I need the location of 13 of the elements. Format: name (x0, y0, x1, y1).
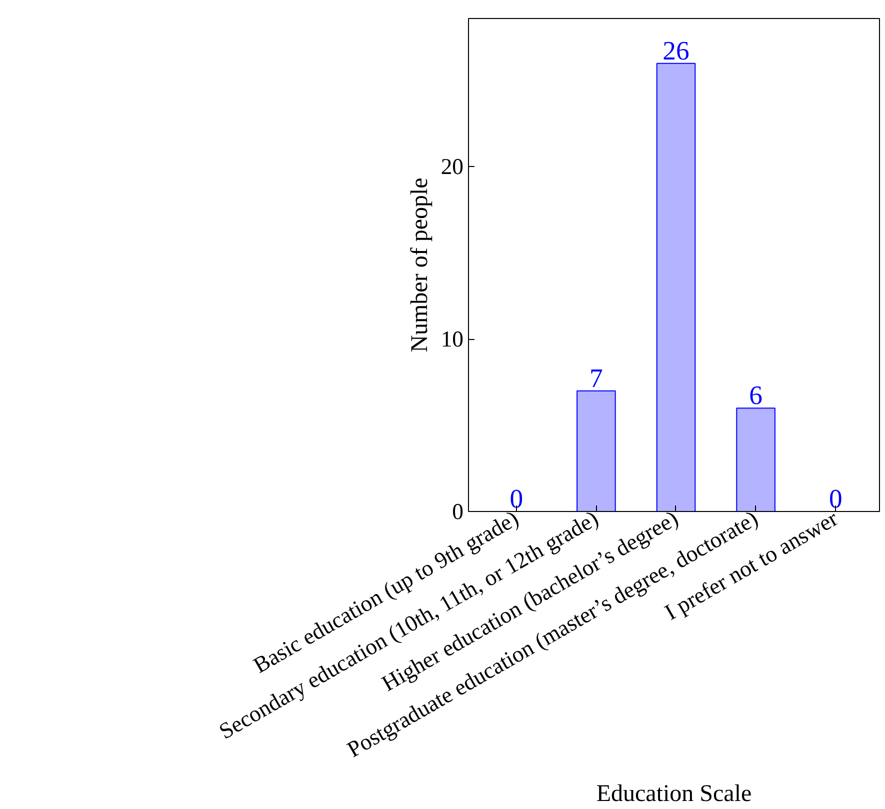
y-axis-title: Number of people (406, 178, 433, 352)
bar (656, 62, 696, 512)
y-tick-label: 20 (440, 154, 464, 180)
data-label: 26 (662, 35, 690, 66)
data-label: 0 (828, 484, 842, 514)
y-tick-label: 10 (440, 326, 464, 352)
y-tick-label: 0 (452, 499, 464, 524)
data-label: 0 (510, 484, 524, 514)
bar (736, 408, 776, 512)
x-axis-title: Education Scale (596, 780, 752, 807)
data-label: 7 (590, 362, 603, 393)
data-label: 6 (749, 380, 762, 410)
bar (576, 390, 616, 512)
